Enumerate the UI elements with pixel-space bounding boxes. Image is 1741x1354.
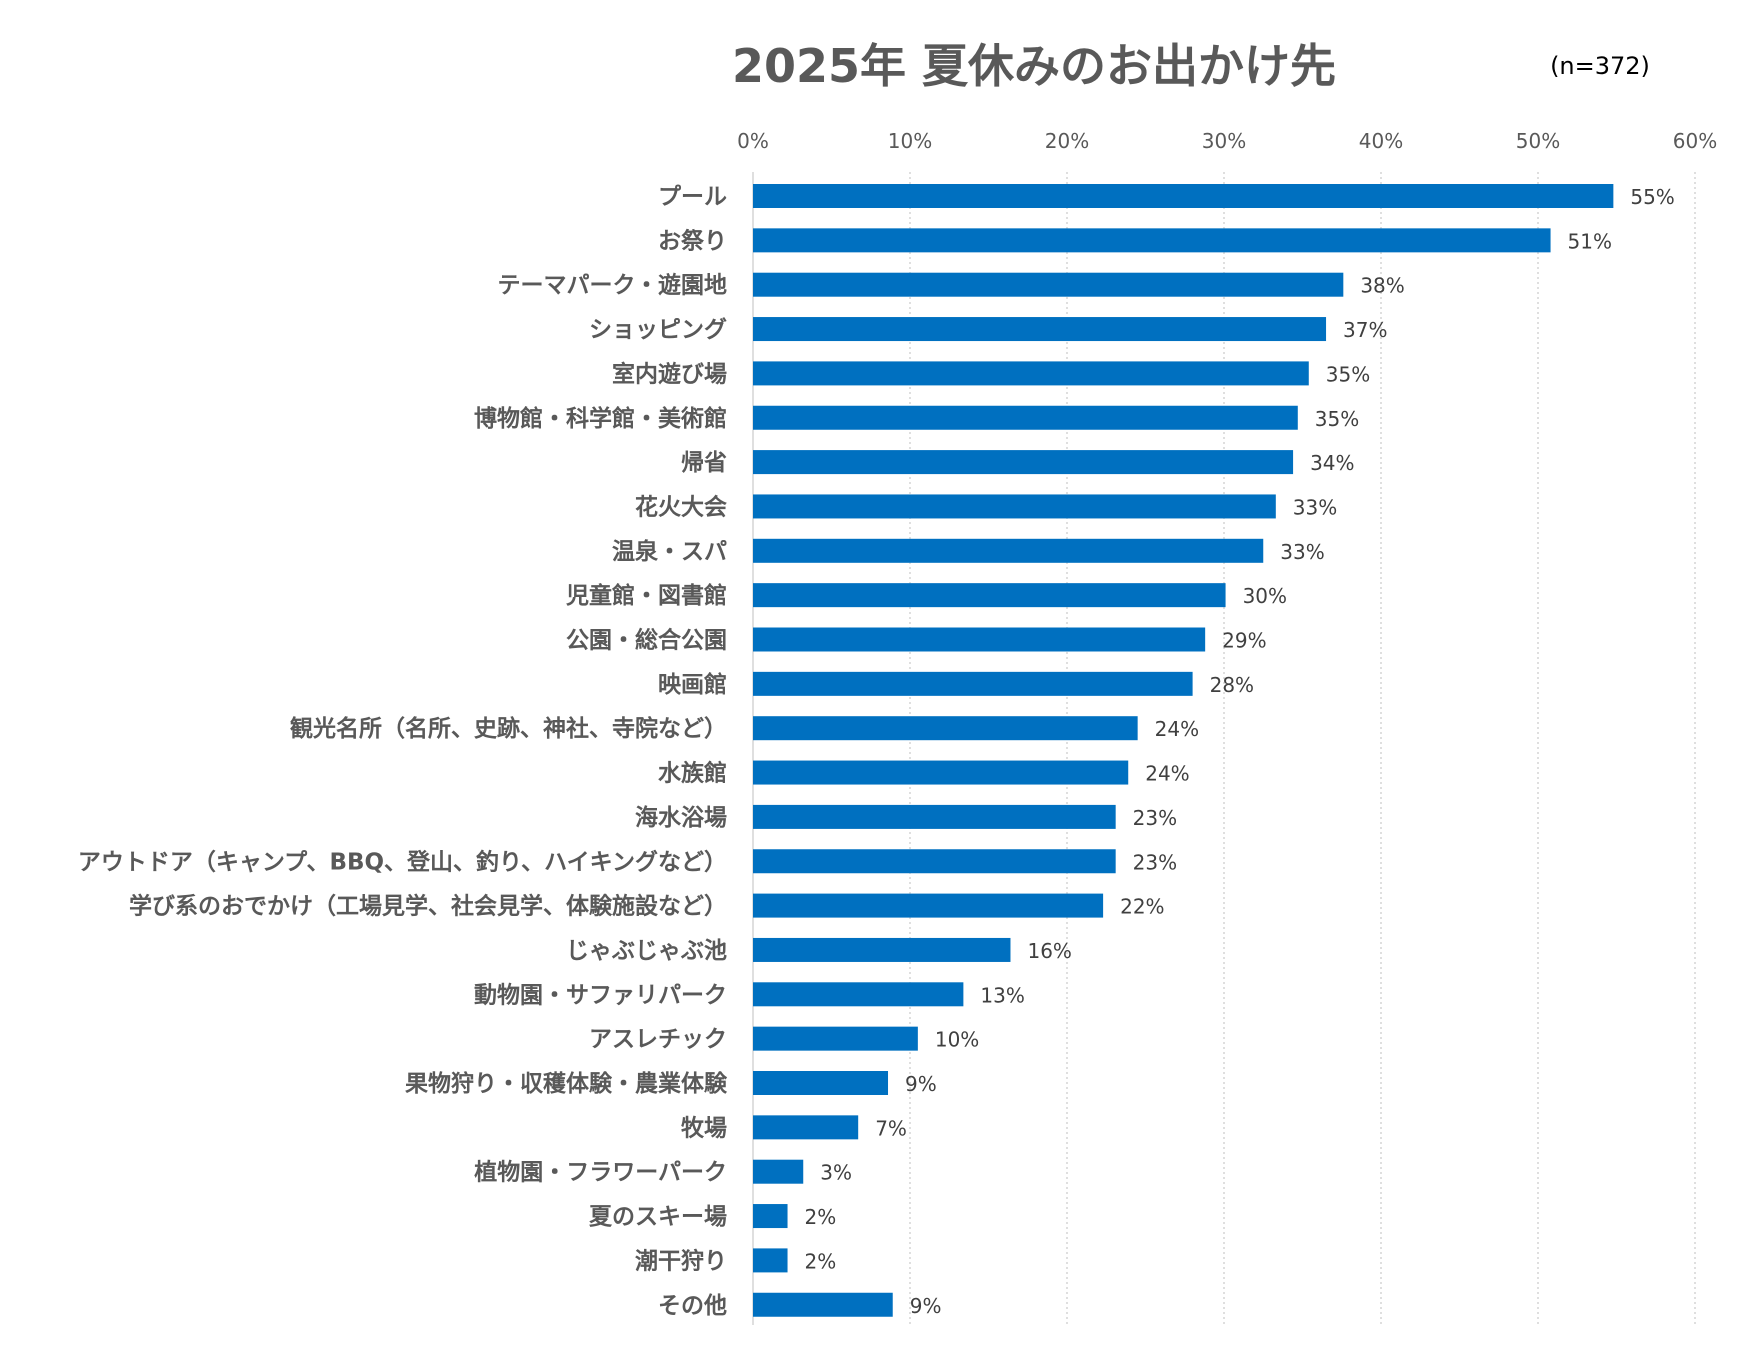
category-label: 帰省 <box>681 450 727 476</box>
category-label: 果物狩り・収穫体験・農業体験 <box>405 1070 728 1097</box>
x-tick-label: 50% <box>1516 129 1560 153</box>
category-labels: プールお祭りテーマパーク・遊園地ショッピング室内遊び場博物館・科学館・美術館帰省… <box>78 184 728 1319</box>
bar <box>753 1159 804 1184</box>
x-axis-ticks: 0% 10% 20% 30% 40% 50% 60% <box>737 129 1717 153</box>
data-label: 13% <box>980 983 1024 1007</box>
category-label: 室内遊び場 <box>612 360 727 387</box>
data-label: 38% <box>1360 274 1404 298</box>
category-label: 映画館 <box>658 671 727 698</box>
x-tick-label: 40% <box>1359 129 1403 153</box>
bar <box>753 583 1226 608</box>
bar <box>753 627 1206 652</box>
category-label: 観光名所（名所、史跡、神社、寺院など） <box>290 715 727 742</box>
x-tick-label: 30% <box>1202 129 1246 153</box>
data-label: 35% <box>1315 407 1359 431</box>
bar <box>753 716 1138 741</box>
x-tick-label: 10% <box>888 129 932 153</box>
grid-lines <box>752 172 1696 1325</box>
data-label: 51% <box>1568 229 1612 253</box>
chart-title: 2025年 夏休みのお出かけ先 <box>732 39 1336 93</box>
bar <box>753 184 1614 208</box>
category-label: その他 <box>658 1293 727 1319</box>
category-label: 動物園・サファリパーク <box>474 981 727 1008</box>
category-label: テーマパーク・遊園地 <box>497 272 727 299</box>
category-label: 植物園・フラワーパーク <box>474 1159 727 1186</box>
category-label: 公園・総合公園 <box>566 627 727 654</box>
category-label: プール <box>658 184 727 210</box>
data-label: 2% <box>805 1249 837 1273</box>
bar <box>753 1071 889 1095</box>
data-label: 23% <box>1133 850 1177 874</box>
data-label: 33% <box>1280 540 1324 564</box>
bar <box>753 1026 918 1051</box>
data-label: 55% <box>1630 185 1674 209</box>
category-label: アスレチック <box>589 1027 727 1053</box>
bar <box>753 760 1129 785</box>
category-label: じゃぶじゃぶ池 <box>566 938 727 964</box>
data-label: 9% <box>910 1294 942 1318</box>
category-label: ショッピング <box>589 316 727 343</box>
category-label: 花火大会 <box>635 493 727 520</box>
bar <box>753 228 1551 253</box>
bar <box>753 538 1264 563</box>
data-label: 9% <box>905 1072 937 1096</box>
bar <box>753 671 1193 696</box>
x-tick-label: 0% <box>737 129 769 153</box>
bar <box>753 804 1116 829</box>
data-label: 24% <box>1145 762 1189 786</box>
data-label: 24% <box>1155 717 1199 741</box>
data-label: 30% <box>1243 584 1287 608</box>
bar <box>753 317 1327 342</box>
category-label: 海水浴場 <box>635 804 727 831</box>
category-label: 水族館 <box>658 760 727 787</box>
data-label: 29% <box>1222 629 1266 653</box>
bar <box>753 405 1298 430</box>
data-label: 35% <box>1326 362 1370 386</box>
category-label: 児童館・図書館 <box>565 582 727 609</box>
bar <box>753 494 1276 519</box>
category-label: 潮干狩り <box>635 1247 727 1274</box>
data-label: 2% <box>805 1205 837 1229</box>
sample-size-note: (n=372) <box>1550 52 1650 80</box>
data-label: 28% <box>1210 673 1254 697</box>
bar <box>753 1248 788 1273</box>
bar <box>753 272 1344 297</box>
bar <box>753 982 964 1007</box>
bar <box>753 361 1309 386</box>
data-label: 23% <box>1133 806 1177 830</box>
data-label: 22% <box>1120 895 1164 919</box>
category-label: お祭り <box>658 227 727 254</box>
x-tick-label: 60% <box>1673 129 1717 153</box>
data-label: 10% <box>935 1028 979 1052</box>
bar <box>753 450 1294 475</box>
category-label: アウトドア（キャンプ、BBQ、登山、釣り、ハイキングなど） <box>78 848 727 875</box>
bar <box>753 937 1011 962</box>
bar <box>753 849 1116 874</box>
category-label: 学び系のおでかけ（工場見学、社会見学、体験施設など） <box>129 893 727 920</box>
data-label: 7% <box>875 1116 907 1140</box>
data-label: 16% <box>1027 939 1071 963</box>
data-label: 33% <box>1293 495 1337 519</box>
bar <box>753 893 1104 918</box>
data-labels: 55% 51% 38% 37% 35% 35% 34% 33% 33% 30% 29% 28% 24% 2… <box>805 185 1675 1318</box>
category-label: 博物館・科学館・美術館 <box>474 405 727 432</box>
category-label: 夏のスキー場 <box>589 1204 727 1230</box>
category-label: 牧場 <box>681 1114 727 1141</box>
bar <box>753 1292 893 1317</box>
category-label: 温泉・スパ <box>612 538 727 565</box>
x-tick-label: 20% <box>1045 129 1089 153</box>
data-label: 3% <box>820 1161 852 1185</box>
data-label: 34% <box>1310 451 1354 475</box>
bars <box>753 184 1614 1317</box>
bar <box>753 1204 788 1229</box>
data-label: 37% <box>1343 318 1387 342</box>
bar <box>753 1115 859 1140</box>
